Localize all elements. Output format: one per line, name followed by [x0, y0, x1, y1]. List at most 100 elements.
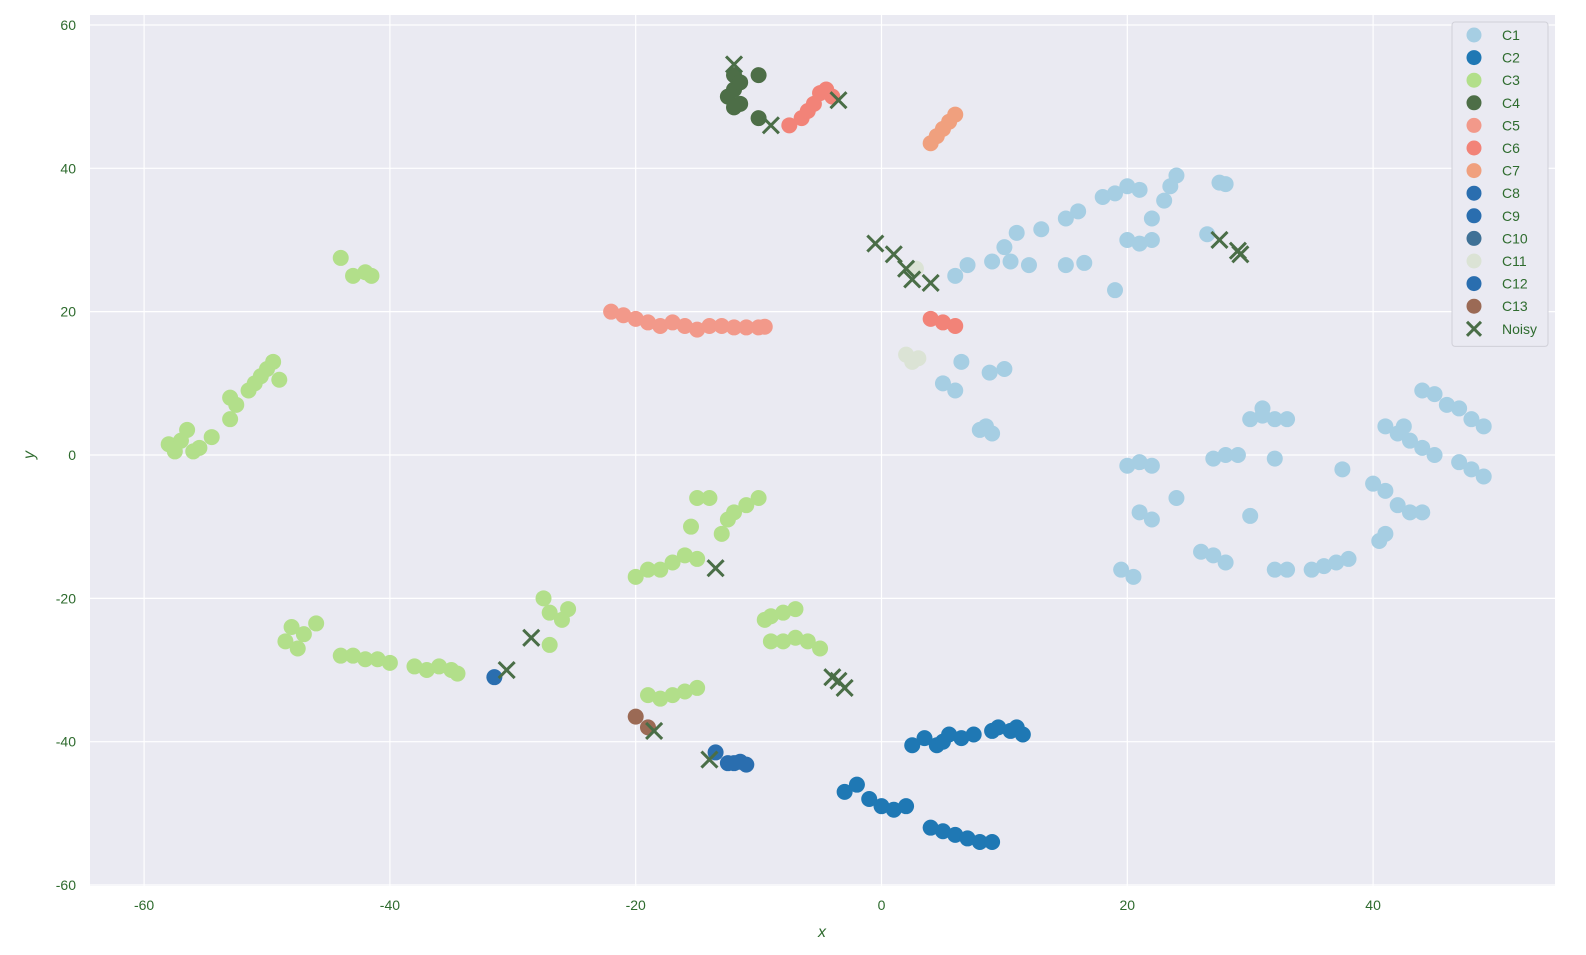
point-c2	[990, 719, 1007, 736]
y-tick-label: -20	[56, 590, 76, 606]
point-c1	[1463, 461, 1480, 478]
point-c3	[787, 629, 804, 646]
y-tick-label: -60	[56, 877, 76, 893]
point-c1	[1131, 454, 1148, 471]
point-c2	[861, 791, 878, 808]
point-c5	[676, 317, 693, 334]
point-c1	[1426, 386, 1443, 403]
point-c3	[812, 640, 829, 657]
point-c3	[277, 633, 294, 650]
point-c1	[1438, 396, 1455, 413]
point-c3	[357, 651, 374, 668]
point-c7	[947, 106, 964, 123]
point-c3	[449, 665, 466, 682]
point-noisy	[866, 234, 885, 253]
point-c1	[1094, 188, 1111, 205]
y-tick-label: 0	[68, 447, 76, 463]
point-c3	[381, 654, 398, 671]
point-c2	[1014, 726, 1031, 743]
x-axis-label: x	[817, 924, 827, 941]
x-tick-label: 40	[1365, 897, 1381, 913]
point-c1	[984, 253, 1001, 270]
x-tick-label: 20	[1120, 897, 1136, 913]
point-c3	[676, 683, 693, 700]
point-c1	[1168, 490, 1185, 507]
point-c1	[984, 425, 1001, 442]
point-c1	[1377, 525, 1394, 542]
x-tick-label: -60	[134, 897, 154, 913]
point-c1	[1008, 224, 1025, 241]
legend-label-c9: C9	[1502, 208, 1520, 224]
legend-marker-c6	[1466, 140, 1482, 156]
legend-label-noisy: Noisy	[1502, 321, 1537, 337]
point-c1	[1070, 203, 1087, 220]
point-c1	[1229, 447, 1246, 463]
point-c3	[683, 518, 700, 535]
point-c1	[1119, 231, 1136, 248]
point-c1	[1377, 418, 1394, 435]
plot-background	[90, 15, 1555, 886]
point-noisy	[835, 678, 854, 697]
point-c1	[1451, 400, 1468, 417]
point-c1	[1002, 253, 1019, 270]
point-c3	[713, 525, 730, 542]
point-c1	[1107, 185, 1124, 202]
point-c3	[738, 497, 755, 514]
point-c1	[1414, 382, 1431, 399]
y-tick-label: -40	[56, 734, 76, 750]
point-c1	[1057, 210, 1074, 227]
point-c3	[775, 633, 792, 650]
point-c3	[652, 561, 669, 578]
point-c5	[738, 319, 755, 336]
legend-label-c1: C1	[1502, 27, 1520, 43]
legend-marker-c7	[1466, 163, 1482, 179]
point-c3	[363, 267, 380, 284]
point-c2	[873, 798, 890, 815]
point-c1	[1217, 554, 1234, 571]
point-c1	[1377, 482, 1394, 499]
point-c1	[1143, 457, 1160, 474]
point-c5	[615, 307, 632, 324]
point-noisy	[497, 660, 516, 680]
legend-marker-c11	[1466, 253, 1482, 269]
point-c1	[1334, 461, 1351, 478]
point-c1	[1395, 418, 1412, 435]
legend-box	[1451, 21, 1549, 347]
point-c3	[418, 662, 435, 679]
point-c1	[1401, 432, 1418, 449]
point-c2	[934, 823, 951, 840]
point-c1	[1426, 447, 1443, 463]
point-c1	[1205, 450, 1222, 467]
point-c2	[971, 834, 988, 851]
point-c1	[1389, 497, 1406, 514]
point-c1	[934, 375, 951, 392]
legend-label-c13: C13	[1502, 298, 1528, 314]
point-c1	[1303, 561, 1320, 578]
point-c3	[228, 396, 245, 413]
point-c1	[1168, 167, 1185, 184]
legend-marker-c8	[1466, 185, 1482, 201]
point-c1	[1131, 504, 1148, 521]
legend-label-c4: C4	[1502, 95, 1520, 111]
point-c1	[1242, 507, 1259, 524]
data-points	[160, 55, 1492, 851]
point-c2	[984, 834, 1001, 851]
point-c3	[541, 604, 558, 621]
point-c2	[848, 776, 865, 793]
point-c2	[965, 726, 982, 743]
point-c1	[1217, 447, 1234, 463]
point-noisy	[921, 273, 940, 293]
point-c3	[191, 439, 208, 456]
y-tick-label: 60	[60, 17, 76, 33]
point-c3	[787, 601, 804, 618]
point-c1	[1242, 411, 1259, 428]
point-c1	[1266, 450, 1283, 467]
point-c3	[283, 619, 300, 636]
y-axis-label: y	[21, 450, 38, 460]
point-c5	[713, 317, 730, 334]
point-c1	[1328, 554, 1345, 571]
point-c1	[1143, 511, 1160, 528]
legend-label-c11: C11	[1502, 253, 1527, 269]
point-c1	[996, 239, 1013, 256]
